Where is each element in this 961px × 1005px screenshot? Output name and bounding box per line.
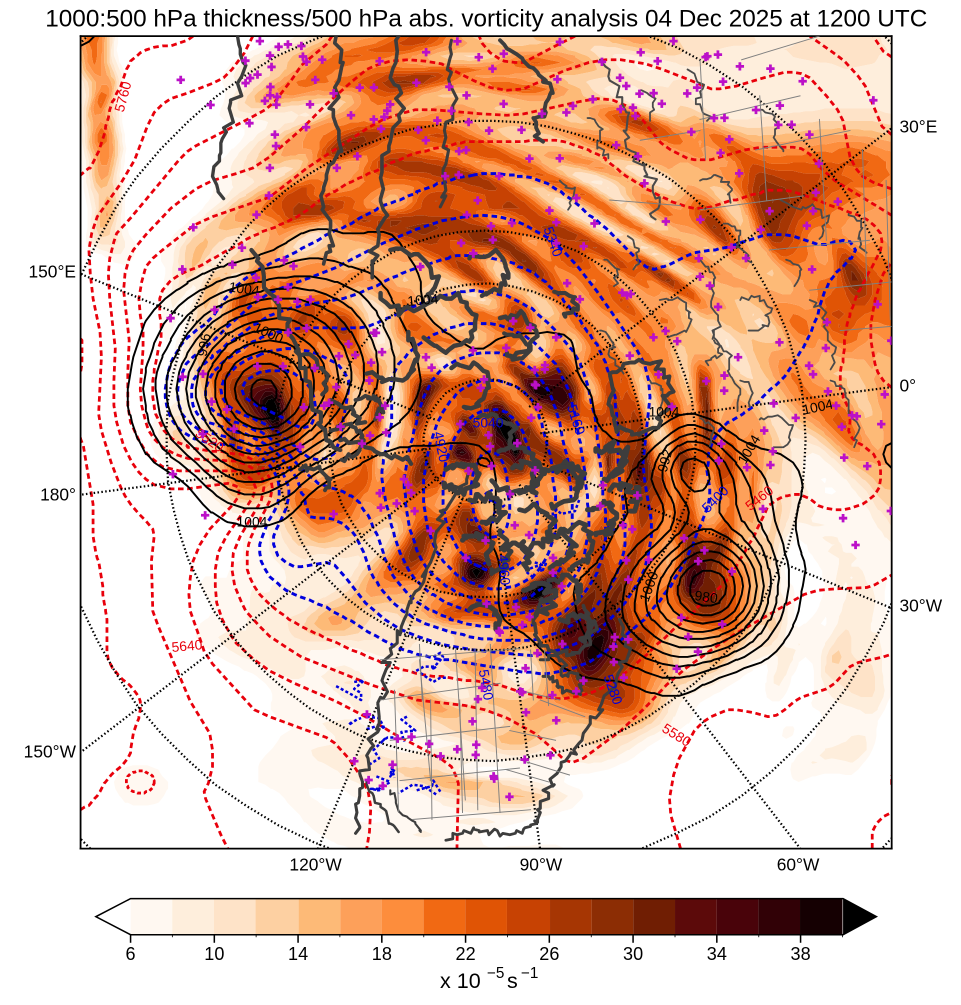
svg-text:22: 22 [456, 944, 476, 964]
svg-text:x 10: x 10 [440, 969, 481, 993]
svg-text:0°: 0° [899, 376, 916, 396]
svg-text:980: 980 [694, 587, 719, 606]
svg-text:996: 996 [194, 332, 214, 358]
svg-text:5040: 5040 [473, 415, 504, 431]
svg-text:992: 992 [654, 447, 676, 474]
svg-text:30: 30 [623, 944, 643, 964]
svg-text:38: 38 [791, 944, 811, 964]
svg-text:30°E: 30°E [899, 117, 937, 137]
svg-text:150°W: 150°W [24, 742, 77, 762]
svg-text:5640: 5640 [171, 636, 203, 655]
svg-text:1004: 1004 [801, 396, 835, 418]
svg-text:s: s [507, 969, 518, 993]
svg-text:6: 6 [126, 944, 136, 964]
svg-text:−5: −5 [487, 965, 504, 982]
svg-text:1004: 1004 [237, 514, 268, 530]
svg-text:1000:500 hPa thickness/500 hPa: 1000:500 hPa thickness/500 hPa abs. vort… [45, 6, 927, 33]
svg-text:1004: 1004 [228, 279, 261, 299]
svg-text:180°: 180° [40, 485, 76, 505]
svg-text:18: 18 [372, 944, 392, 964]
svg-text:34: 34 [707, 944, 727, 964]
svg-text:−1: −1 [521, 965, 538, 982]
svg-text:26: 26 [539, 944, 559, 964]
svg-text:60°W: 60°W [777, 855, 820, 875]
svg-text:30°W: 30°W [899, 596, 942, 616]
svg-text:150°E: 150°E [29, 262, 76, 282]
svg-text:120°W: 120°W [289, 855, 342, 875]
svg-text:4920: 4920 [430, 430, 452, 464]
svg-text:5760: 5760 [111, 79, 135, 113]
svg-text:90°W: 90°W [520, 855, 563, 875]
svg-text:14: 14 [288, 944, 308, 964]
svg-text:10: 10 [204, 944, 224, 964]
svg-text:1004: 1004 [407, 290, 439, 309]
svg-text:4960: 4960 [495, 554, 514, 586]
svg-text:5480: 5480 [476, 668, 497, 701]
